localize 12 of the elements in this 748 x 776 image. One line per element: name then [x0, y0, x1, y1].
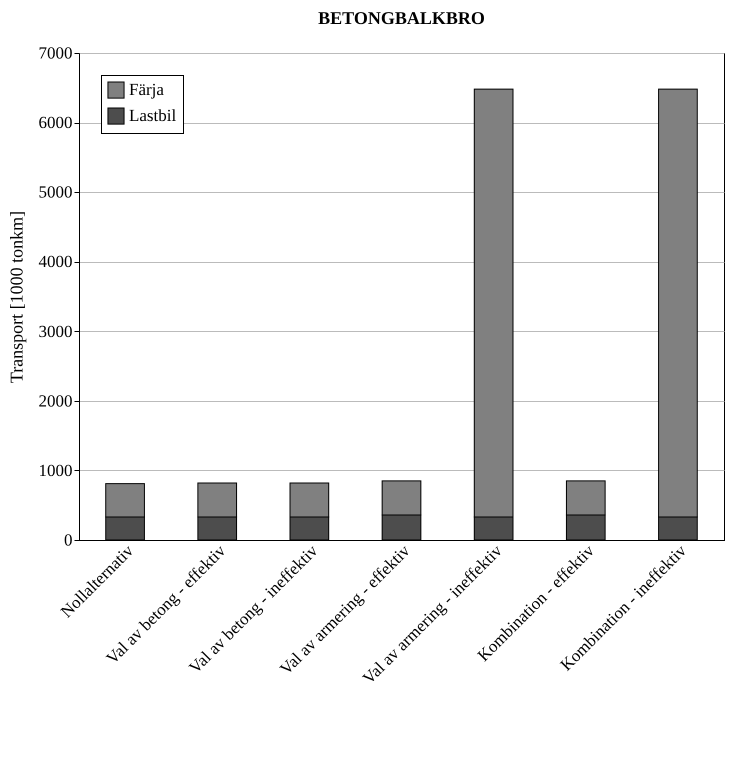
legend-label: Lastbil — [129, 106, 176, 125]
y-tick-label: 0 — [64, 530, 72, 550]
chart-title: BETONGBALKBRO — [318, 8, 485, 28]
y-tick-label: 6000 — [38, 113, 72, 132]
y-tick-label: 3000 — [38, 322, 72, 341]
legend-label: Färja — [129, 80, 164, 99]
y-tick-label: 2000 — [38, 391, 72, 410]
y-tick-label: 4000 — [38, 252, 72, 272]
y-axis-title: Transport [1000 tonkm] — [6, 210, 26, 384]
y-tick-label: 7000 — [38, 44, 72, 62]
y-tick-label: 1000 — [38, 460, 72, 480]
y-tick-label: 5000 — [38, 182, 72, 202]
